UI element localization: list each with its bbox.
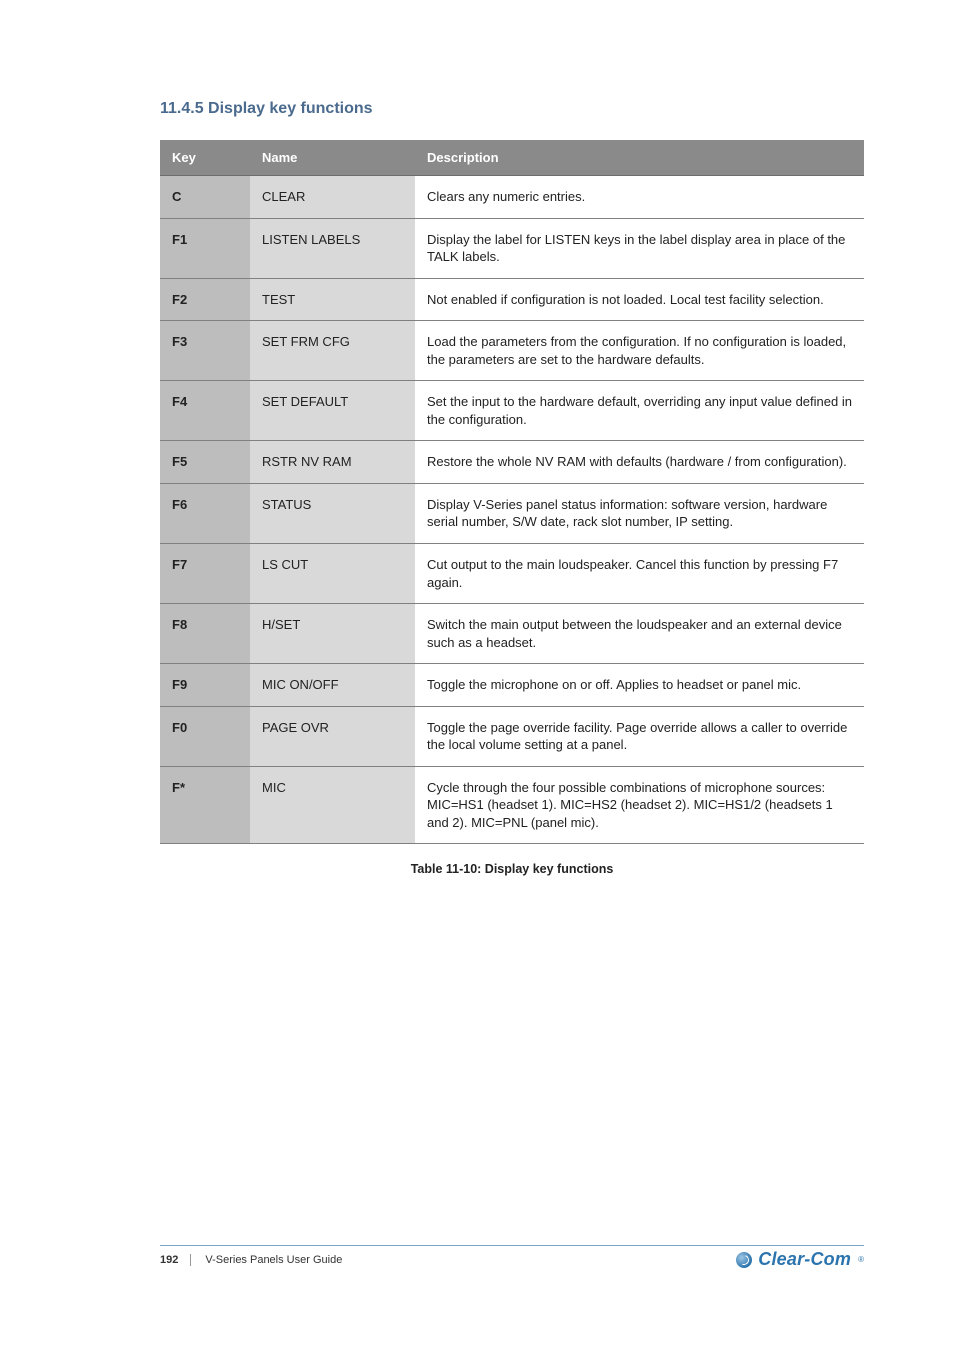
cell-key: F6: [160, 483, 250, 543]
cell-key: F4: [160, 381, 250, 441]
cell-desc: Cycle through the four possible combinat…: [415, 766, 864, 844]
cell-key: F3: [160, 321, 250, 381]
cell-name: LS CUT: [250, 544, 415, 604]
table-row: F5 RSTR NV RAM Restore the whole NV RAM …: [160, 441, 864, 484]
col-header-name: Name: [250, 140, 415, 176]
table-row: F0 PAGE OVR Toggle the page override fac…: [160, 706, 864, 766]
cell-desc: Cut output to the main loudspeaker. Canc…: [415, 544, 864, 604]
cell-key: F0: [160, 706, 250, 766]
table-row: F9 MIC ON/OFF Toggle the microphone on o…: [160, 664, 864, 707]
cell-desc: Set the input to the hardware default, o…: [415, 381, 864, 441]
table-row: F2 TEST Not enabled if configuration is …: [160, 278, 864, 321]
display-key-functions-table: Key Name Description C CLEAR Clears any …: [160, 140, 864, 844]
cell-desc: Restore the whole NV RAM with defaults (…: [415, 441, 864, 484]
cell-key: C: [160, 176, 250, 219]
cell-key: F7: [160, 544, 250, 604]
table-row: F8 H/SET Switch the main output between …: [160, 604, 864, 664]
cell-name: H/SET: [250, 604, 415, 664]
cell-name: SET FRM CFG: [250, 321, 415, 381]
table-caption: Table 11-10: Display key functions: [160, 862, 864, 876]
cell-key: F2: [160, 278, 250, 321]
cell-name: CLEAR: [250, 176, 415, 219]
cell-desc: Toggle the page override facility. Page …: [415, 706, 864, 766]
table-row: F3 SET FRM CFG Load the parameters from …: [160, 321, 864, 381]
cell-name: TEST: [250, 278, 415, 321]
cell-name: MIC: [250, 766, 415, 844]
doc-title: V-Series Panels User Guide: [205, 1254, 342, 1266]
cell-desc: Load the parameters from the configurati…: [415, 321, 864, 381]
cell-desc: Display the label for LISTEN keys in the…: [415, 218, 864, 278]
cell-desc: Display V-Series panel status informatio…: [415, 483, 864, 543]
cell-desc: Clears any numeric entries.: [415, 176, 864, 219]
logo-text: Clear-Com: [758, 1249, 851, 1270]
cell-desc: Not enabled if configuration is not load…: [415, 278, 864, 321]
page-number: 192: [160, 1254, 191, 1266]
table-row: F1 LISTEN LABELS Display the label for L…: [160, 218, 864, 278]
table-row: F* MIC Cycle through the four possible c…: [160, 766, 864, 844]
table-row: F7 LS CUT Cut output to the main loudspe…: [160, 544, 864, 604]
table-header-row: Key Name Description: [160, 140, 864, 176]
section-title: 11.4.5 Display key functions: [160, 100, 864, 118]
registered-icon: ®: [858, 1255, 864, 1264]
footer-rule: [160, 1245, 864, 1246]
cell-key: F1: [160, 218, 250, 278]
cell-desc: Switch the main output between the louds…: [415, 604, 864, 664]
cell-key: F*: [160, 766, 250, 844]
cell-key: F9: [160, 664, 250, 707]
cell-name: MIC ON/OFF: [250, 664, 415, 707]
table-row: C CLEAR Clears any numeric entries.: [160, 176, 864, 219]
col-header-desc: Description: [415, 140, 864, 176]
col-header-key: Key: [160, 140, 250, 176]
cell-name: STATUS: [250, 483, 415, 543]
cell-key: F8: [160, 604, 250, 664]
table-row: F6 STATUS Display V-Series panel status …: [160, 483, 864, 543]
cell-name: LISTEN LABELS: [250, 218, 415, 278]
cell-name: SET DEFAULT: [250, 381, 415, 441]
brand-logo: Clear-Com ®: [736, 1249, 864, 1270]
page-footer: 192 V-Series Panels User Guide Clear-Com…: [160, 1245, 864, 1270]
logo-mark-icon: [736, 1252, 752, 1268]
table-row: F4 SET DEFAULT Set the input to the hard…: [160, 381, 864, 441]
cell-key: F5: [160, 441, 250, 484]
cell-name: PAGE OVR: [250, 706, 415, 766]
cell-name: RSTR NV RAM: [250, 441, 415, 484]
cell-desc: Toggle the microphone on or off. Applies…: [415, 664, 864, 707]
